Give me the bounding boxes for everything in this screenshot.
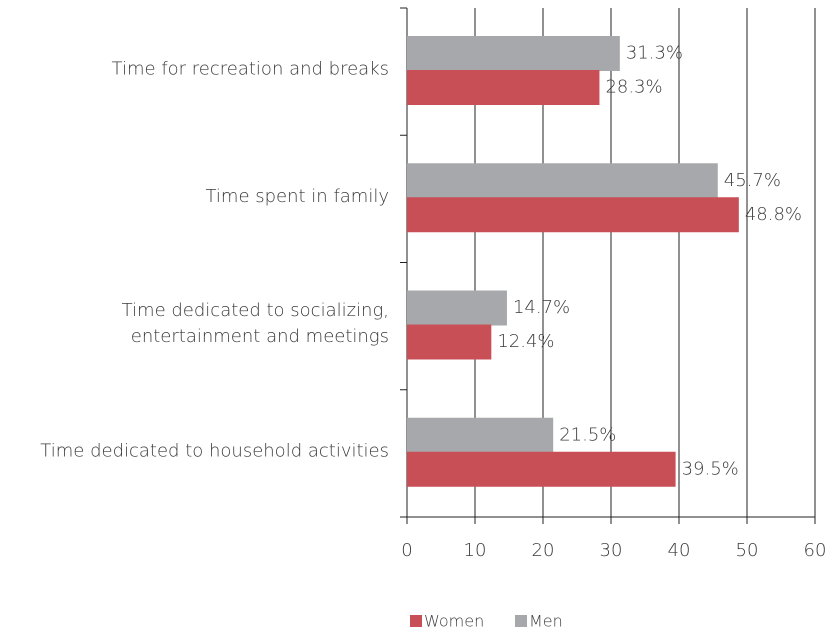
data-label: 39.5% (682, 458, 739, 479)
x-tick-label: 50 (736, 540, 759, 561)
y-tick-label: Time dedicated to household activities (40, 440, 389, 461)
bar (407, 36, 620, 71)
data-label: 28.3% (605, 77, 662, 98)
x-tick-label: 30 (600, 540, 623, 561)
data-label: 21.5% (559, 424, 616, 445)
bar (407, 70, 600, 105)
legend-label: Women (424, 612, 484, 631)
x-tick-label: 0 (401, 540, 412, 561)
x-tick-label: 20 (532, 540, 555, 561)
y-tick-label: Time dedicated to socializing, entertainm… (122, 300, 389, 347)
x-tick-label: 60 (804, 540, 827, 561)
bar (407, 417, 554, 453)
x-tick-label: 10 (464, 540, 487, 561)
y-tick-label: Time for recreation and breaks (112, 59, 389, 80)
x-tick-label: 40 (668, 540, 691, 561)
bar (407, 451, 676, 487)
data-label: 14.7% (513, 297, 570, 318)
data-label: 48.8% (745, 204, 802, 225)
bar (407, 290, 507, 326)
legend-swatch (515, 615, 527, 627)
legend-label: Men (529, 612, 563, 631)
bar (407, 324, 492, 360)
bar (407, 163, 718, 199)
bar (407, 197, 739, 233)
y-tick-label: Time spent in family (205, 186, 389, 207)
data-label: 12.4% (497, 331, 554, 352)
legend-swatch (410, 615, 422, 627)
data-label: 31.3% (626, 43, 683, 64)
data-label: 45.7% (724, 170, 781, 191)
